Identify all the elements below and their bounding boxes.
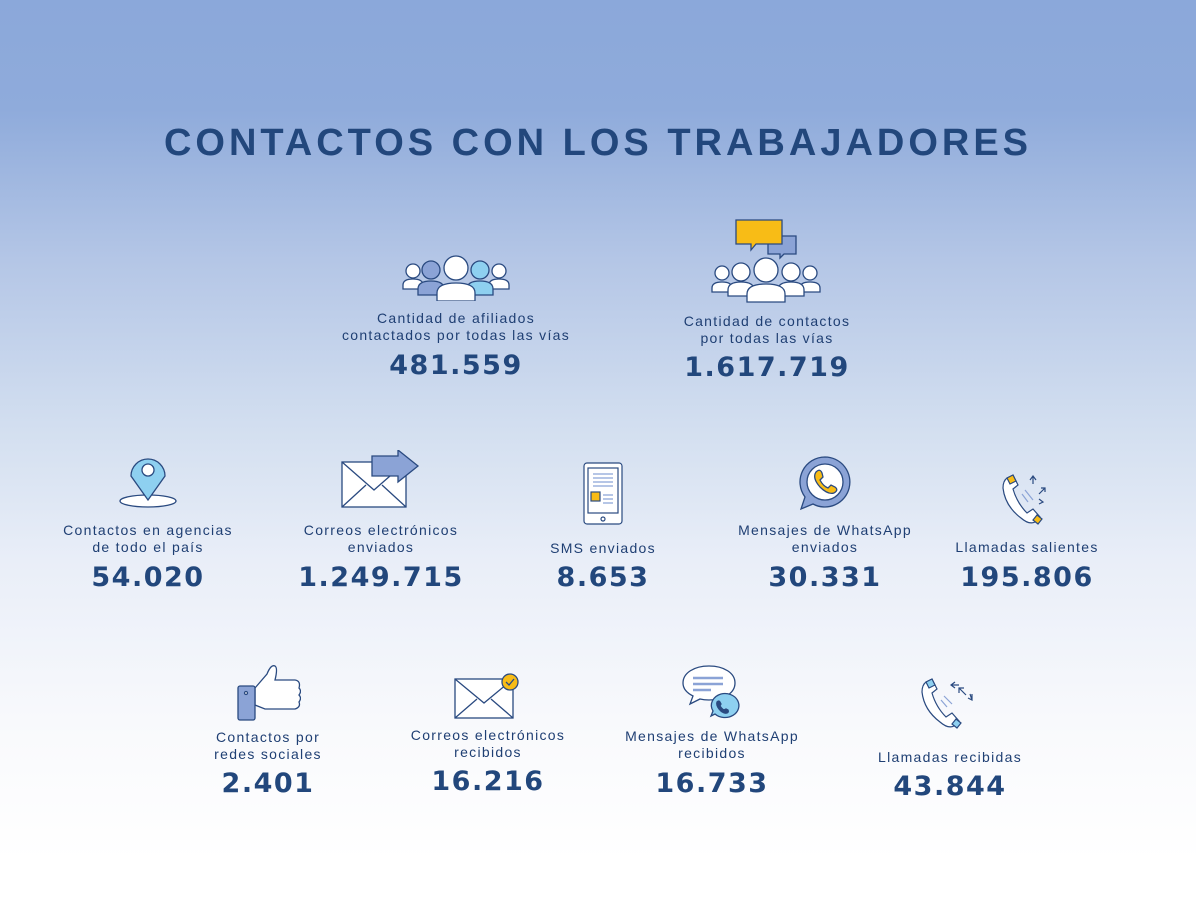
stat-value: 30.331	[768, 562, 882, 593]
stat-value: 481.559	[389, 350, 523, 381]
stat-label: Correos electrónicos	[410, 727, 566, 743]
stat-label: Correos electrónicos	[303, 522, 459, 538]
stat-label: de todo el país	[92, 539, 204, 555]
stat-value: 16.216	[431, 766, 545, 797]
stat-value: 2.401	[221, 768, 315, 799]
whatsapp-received-icon	[582, 664, 842, 724]
location-pin-icon	[18, 452, 278, 510]
stat-label: Contactos en agencias	[63, 522, 233, 538]
stat-label: SMS enviados	[550, 540, 656, 556]
stat-label: recibidos	[454, 744, 522, 760]
stat-label: Mensajes de WhatsApp	[738, 522, 912, 538]
people-chat-icon	[637, 218, 897, 304]
stat-label: redes sociales	[214, 746, 322, 762]
email-received-icon	[358, 672, 618, 720]
stat-label: Contactos por	[215, 729, 321, 745]
stat-label: Cantidad de contactos	[683, 313, 851, 329]
page-title: CONTACTOS CON LOS TRABAJADORES	[163, 122, 1033, 164]
incoming-call-icon	[820, 672, 1080, 734]
stat-value: 43.844	[893, 771, 1007, 802]
stat-label: Llamadas recibidas	[877, 749, 1023, 765]
people-group-icon	[326, 255, 586, 301]
sms-phone-icon	[473, 462, 733, 526]
whatsapp-icon	[695, 455, 955, 511]
stat-value: 54.020	[91, 562, 205, 593]
stat-label: enviados	[791, 539, 859, 555]
outgoing-call-icon	[897, 472, 1157, 528]
stat-label: Cantidad de afiliados	[376, 310, 536, 326]
stat-label: recibidos	[678, 745, 746, 761]
stat-label: Mensajes de WhatsApp	[625, 728, 799, 744]
stat-label: enviados	[347, 539, 415, 555]
stat-value: 195.806	[960, 562, 1094, 593]
stat-value: 1.617.719	[684, 352, 850, 383]
stat-value: 1.249.715	[298, 562, 464, 593]
thumbs-up-icon	[138, 662, 398, 722]
stat-value: 16.733	[655, 768, 769, 799]
stat-label: por todas las vías	[700, 330, 834, 346]
stat-label: Llamadas salientes	[955, 539, 1099, 555]
stat-value: 8.653	[556, 562, 650, 593]
email-sent-icon	[251, 450, 511, 510]
stat-label: contactados por todas las vías	[341, 327, 571, 343]
